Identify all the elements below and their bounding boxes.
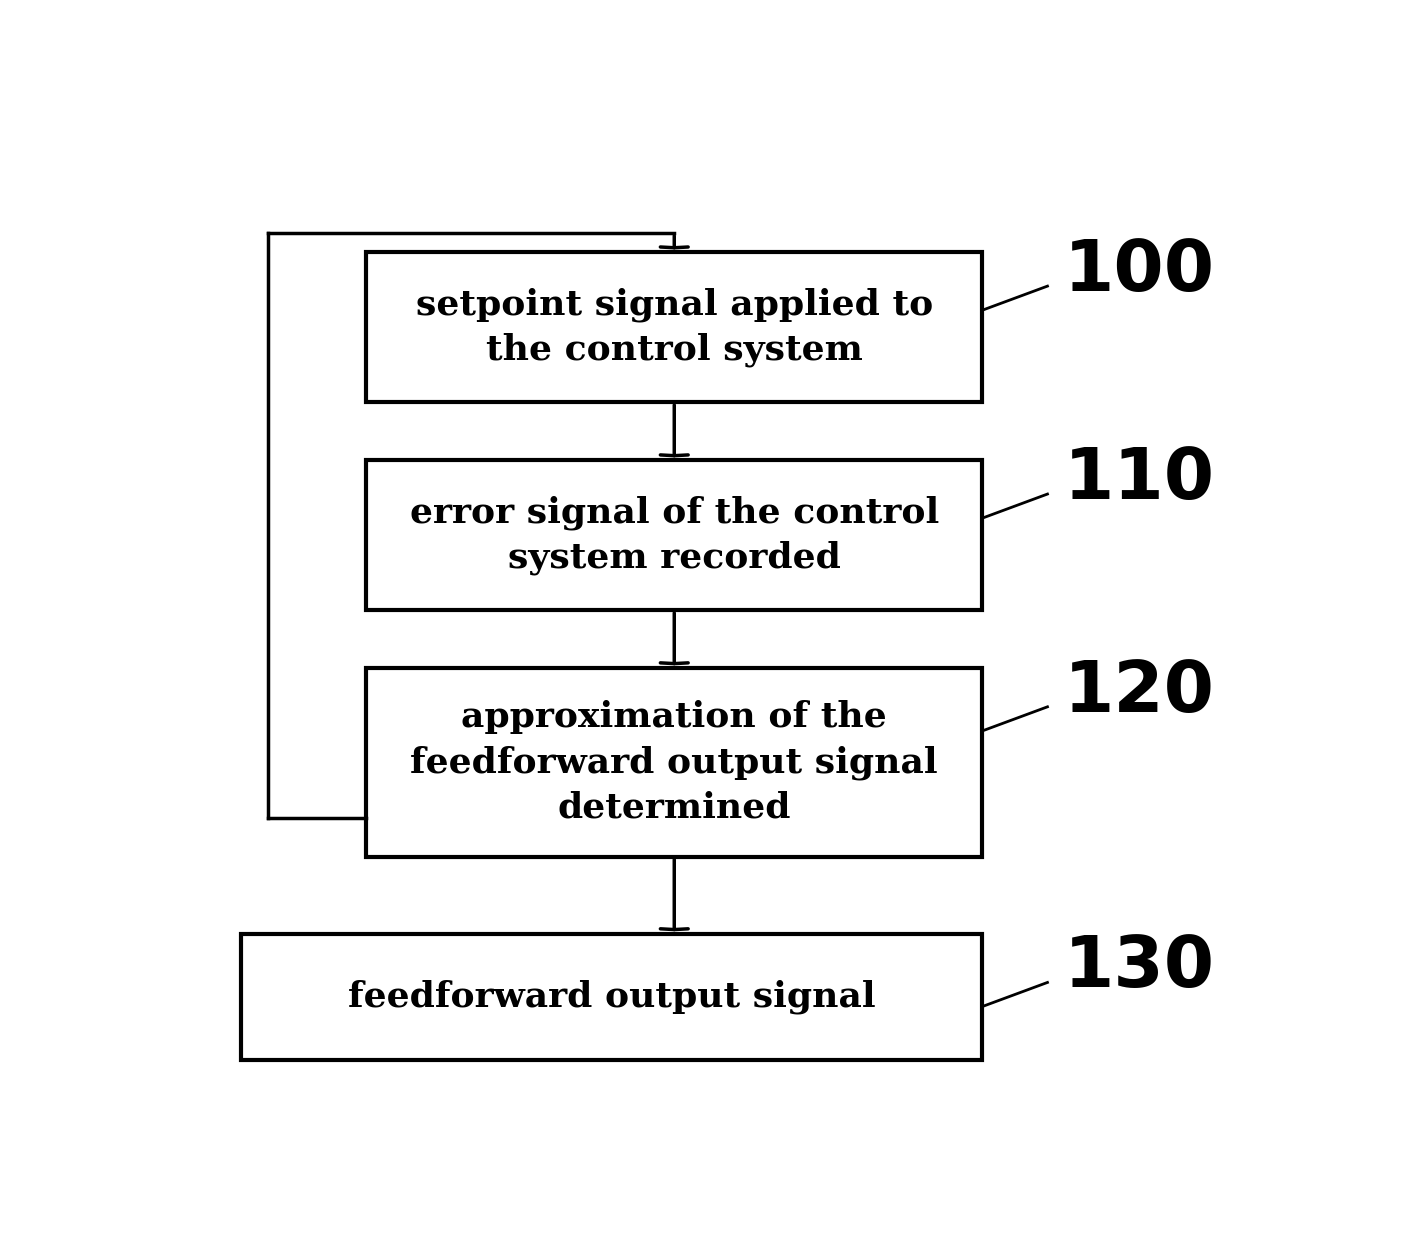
Text: feedforward output signal: feedforward output signal	[347, 980, 876, 1014]
Text: 100: 100	[1064, 237, 1215, 306]
Bar	[367, 668, 981, 857]
Bar	[367, 460, 981, 610]
Bar	[242, 934, 981, 1060]
Text: 120: 120	[1064, 658, 1215, 727]
Bar	[367, 252, 981, 402]
Text: approximation of the
feedforward output signal
determined: approximation of the feedforward output …	[411, 701, 938, 824]
Text: 110: 110	[1064, 445, 1215, 514]
Text: error signal of the control
system recorded: error signal of the control system recor…	[409, 495, 939, 575]
Text: 130: 130	[1064, 933, 1215, 1002]
Text: setpoint signal applied to
the control system: setpoint signal applied to the control s…	[416, 288, 934, 367]
